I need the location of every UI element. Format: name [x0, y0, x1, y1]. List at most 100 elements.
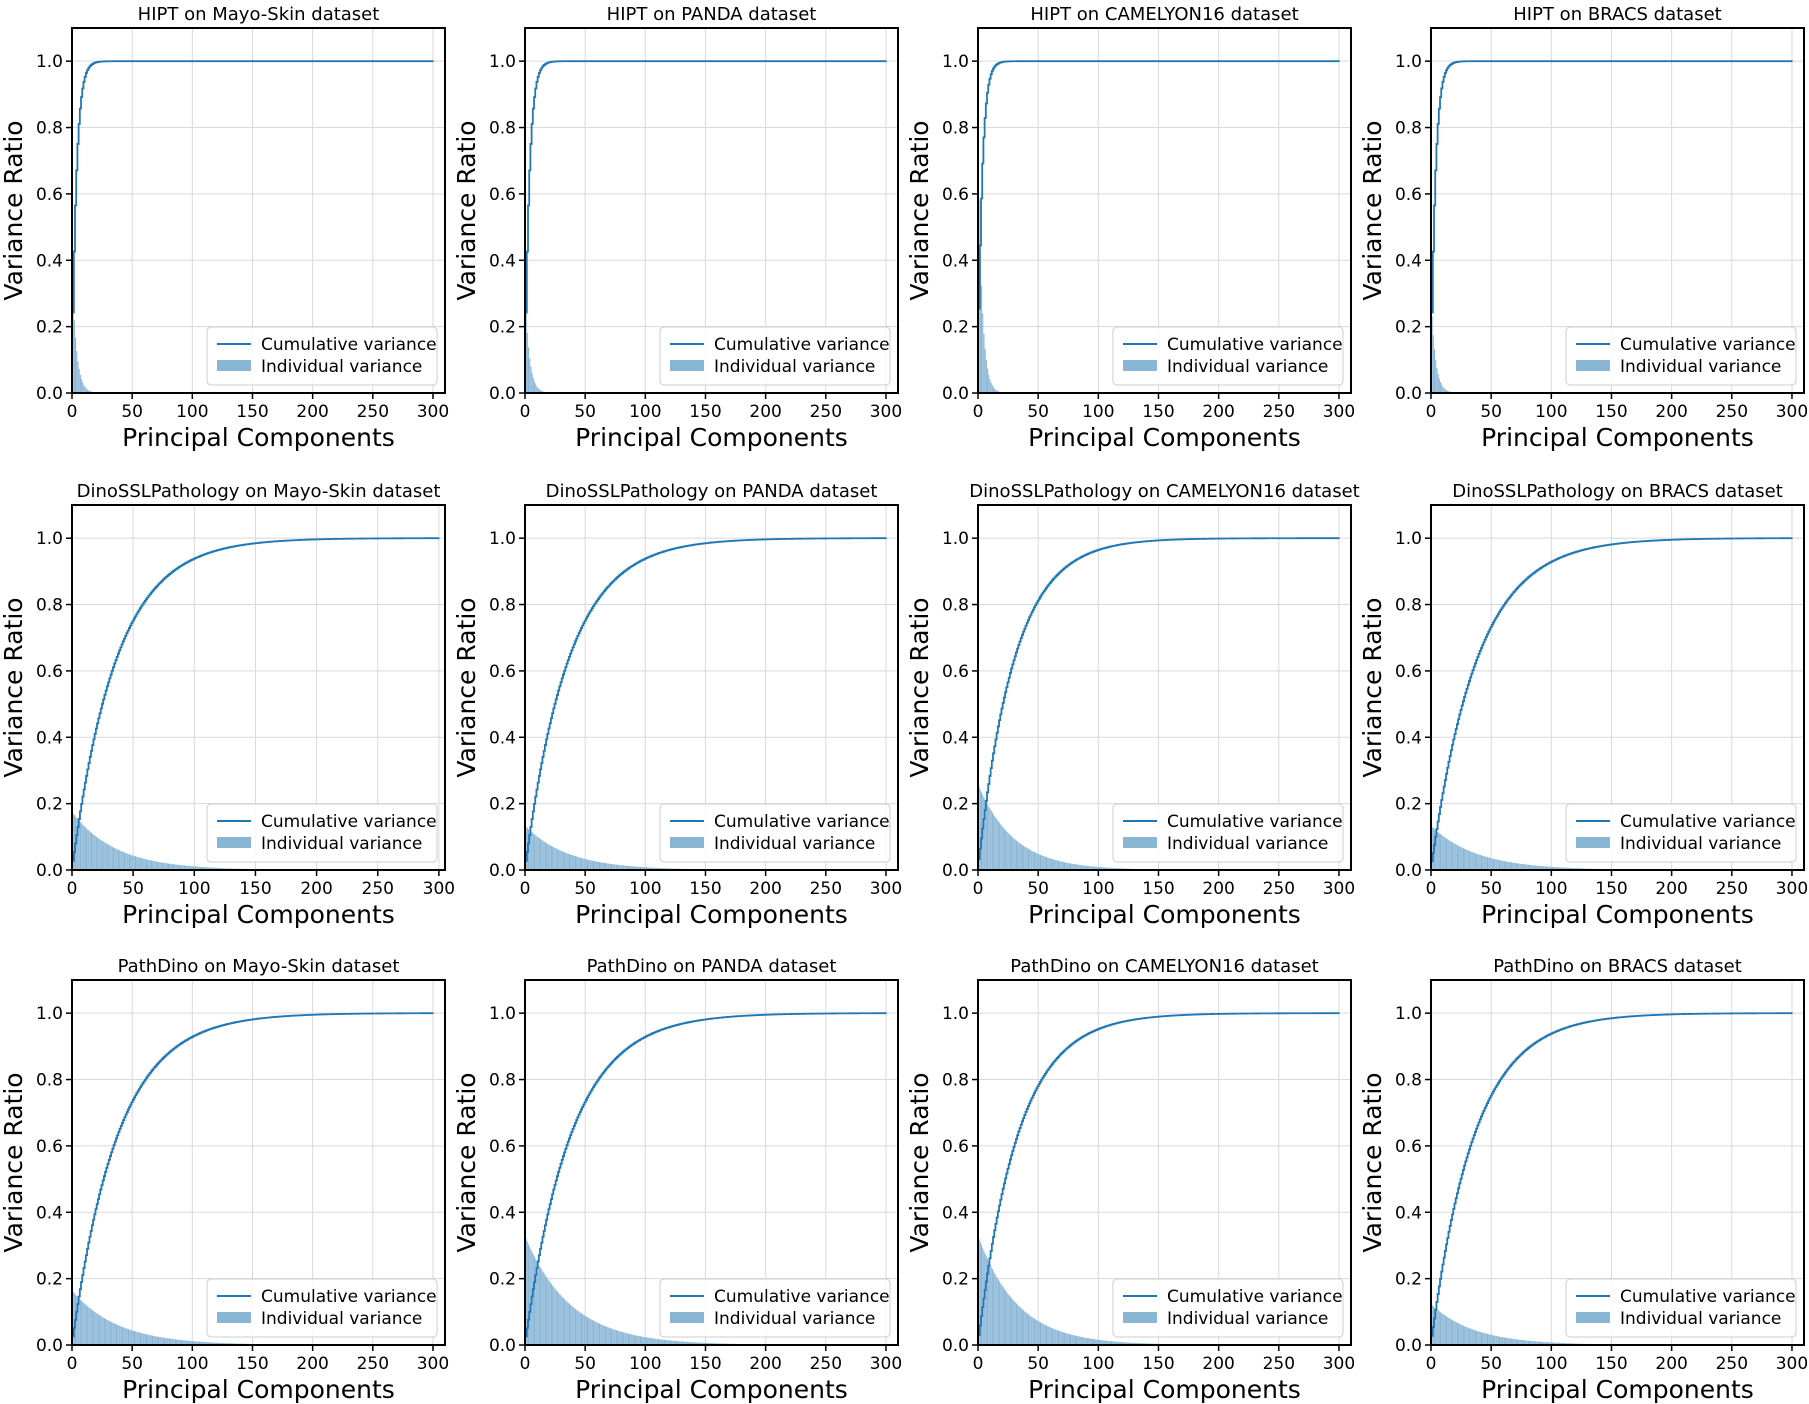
- individual-bar-49: [1490, 1334, 1492, 1345]
- individual-bar-46: [580, 857, 583, 870]
- individual-bar-36: [115, 1324, 118, 1345]
- individual-bar-19: [95, 836, 97, 870]
- plot-frame: [977, 504, 1352, 871]
- individual-bar-24: [1460, 847, 1462, 870]
- legend-label-individual: Individual variance: [1167, 1309, 1328, 1329]
- individual-bar-0: [978, 787, 980, 870]
- x-tick-label: 250: [357, 402, 389, 422]
- individual-bar-66: [153, 860, 155, 870]
- individual-bar-73: [613, 1329, 615, 1345]
- individual-bar-14: [542, 1271, 544, 1345]
- individual-bar-31: [1015, 1303, 1017, 1345]
- individual-bar-72: [159, 1337, 161, 1345]
- individual-bar-106: [1106, 1340, 1108, 1345]
- legend-box: [1112, 803, 1344, 863]
- legend-label-cumulative: Cumulative variance: [714, 812, 890, 832]
- individual-bar-43: [125, 852, 127, 870]
- individual-bar-92: [1542, 1341, 1544, 1345]
- individual-bar-34: [566, 853, 568, 870]
- individual-bar-115: [213, 867, 215, 870]
- y-axis-label: Variance Ratio: [452, 597, 481, 777]
- individual-bar-55: [591, 860, 593, 870]
- individual-bar-58: [142, 1333, 144, 1345]
- individual-bar-0: [978, 1238, 980, 1345]
- individual-bar-58: [1048, 1326, 1050, 1345]
- y-tick-label: 0.0: [489, 861, 516, 881]
- x-tick-label: 150: [1595, 879, 1627, 899]
- individual-bar-65: [1056, 1330, 1058, 1345]
- individual-bar-91: [183, 865, 186, 870]
- individual-bar-39: [1478, 1331, 1480, 1345]
- x-tick-label: 0: [1426, 1354, 1437, 1374]
- individual-bar-118: [1120, 1342, 1122, 1345]
- individual-bar-119: [215, 1342, 217, 1345]
- x-tick-label: 50: [574, 879, 596, 899]
- individual-bar-100: [1551, 866, 1554, 870]
- individual-bar-10: [990, 810, 992, 870]
- individual-bar-8: [988, 1261, 990, 1345]
- individual-bar-126: [1130, 1342, 1132, 1345]
- individual-bar-78: [619, 865, 621, 870]
- x-tick-label: 0: [973, 1354, 984, 1374]
- individual-bar-41: [1027, 1314, 1030, 1345]
- individual-bar-84: [175, 864, 177, 870]
- individual-bar-48: [583, 1314, 585, 1345]
- individual-bar-93: [1090, 1338, 1092, 1345]
- subplot-title: PathDino on Mayo-Skin dataset: [118, 956, 400, 977]
- individual-bar-129: [1133, 1342, 1135, 1345]
- individual-bar-106: [1559, 867, 1561, 870]
- subplot-5: 0 50 100 150 200 250 300 0.0 0.2 0.4 0.6 0.8 1.0 Dino…: [452, 481, 902, 929]
- legend-label-cumulative: Cumulative variance: [1620, 812, 1796, 832]
- individual-bar-38: [1477, 854, 1479, 870]
- x-tick-label: 150: [236, 1354, 268, 1374]
- y-tick-label: 0.2: [942, 1270, 969, 1290]
- legend-swatch-individual: [217, 360, 251, 371]
- individual-bar-64: [602, 1325, 604, 1345]
- x-tick-label: 100: [176, 402, 208, 422]
- individual-bar-113: [210, 867, 212, 870]
- individual-bar-5: [531, 373, 533, 393]
- individual-bar-52: [136, 856, 138, 870]
- individual-bar-65: [1056, 860, 1058, 870]
- individual-bar-49: [131, 1330, 133, 1345]
- individual-bar-107: [201, 1341, 203, 1345]
- individual-bar-20: [549, 845, 551, 870]
- individual-bar-116: [1118, 1341, 1120, 1345]
- individual-bar-2: [528, 347, 530, 393]
- individual-bar-55: [1497, 859, 1499, 870]
- individual-bar-22: [1005, 1290, 1007, 1345]
- individual-bar-28: [1012, 837, 1014, 870]
- individual-bar-57: [1047, 1326, 1049, 1345]
- legend-box: [659, 326, 891, 386]
- individual-bar-29: [107, 1320, 109, 1345]
- individual-bar-103: [649, 867, 651, 870]
- x-tick-label: 0: [973, 879, 984, 899]
- individual-bar-90: [633, 866, 635, 870]
- y-tick-label: 0.0: [36, 861, 63, 881]
- individual-bar-20: [1455, 844, 1457, 870]
- individual-bar-87: [630, 866, 632, 870]
- individual-bar-42: [1029, 849, 1031, 870]
- individual-bar-25: [1461, 1325, 1463, 1345]
- individual-bar-123: [220, 1342, 222, 1345]
- individual-bar-5: [78, 820, 80, 870]
- y-tick-label: 0.8: [942, 119, 969, 139]
- individual-bar-71: [159, 862, 161, 870]
- individual-bar-108: [1108, 867, 1110, 870]
- individual-bar-80: [170, 863, 172, 870]
- individual-bar-2: [1434, 349, 1436, 393]
- individual-bar-47: [130, 854, 132, 870]
- individual-bar-6: [1438, 1311, 1440, 1345]
- individual-bar-54: [1496, 1336, 1498, 1345]
- y-tick-label: 0.4: [1395, 1203, 1422, 1223]
- individual-bar-16: [997, 1279, 999, 1345]
- individual-bar-132: [684, 1341, 686, 1345]
- individual-bar-72: [1518, 1339, 1520, 1345]
- individual-bar-113: [1567, 867, 1569, 870]
- individual-bar-117: [666, 1340, 668, 1345]
- individual-bar-114: [209, 1342, 211, 1345]
- individual-bar-80: [1074, 1335, 1076, 1345]
- individual-bar-68: [154, 1336, 156, 1345]
- individual-bar-135: [688, 1341, 690, 1345]
